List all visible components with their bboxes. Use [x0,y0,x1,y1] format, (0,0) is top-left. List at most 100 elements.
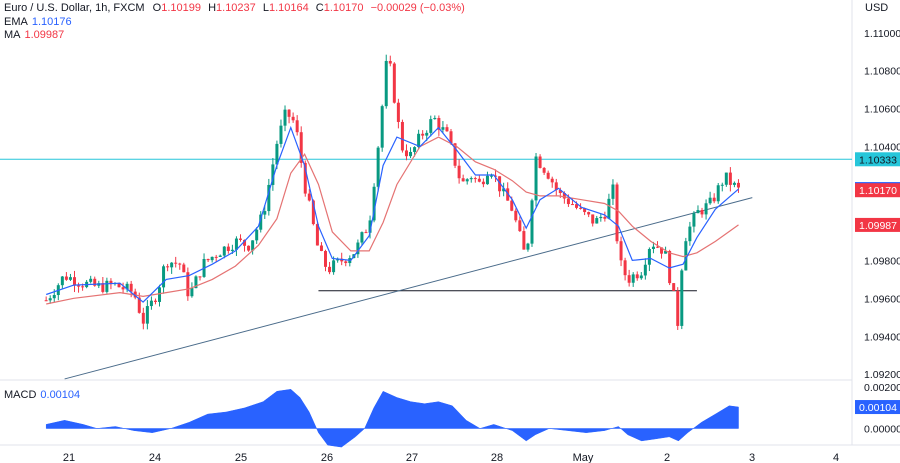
candle-down [404,150,408,157]
candle-up [162,266,166,288]
candle-down [481,181,485,185]
candle-down [174,262,178,264]
candle-down [558,190,562,193]
candle-down [324,250,328,267]
candle-up [607,198,611,219]
candle-down [660,247,664,254]
candle-down [514,210,518,221]
macd-label: MACD [4,389,37,401]
candle-down [477,178,481,182]
candle-up [647,249,651,265]
candle-up [275,143,279,165]
candle-up [469,178,473,180]
candle-up [384,60,388,107]
candle-up [611,184,615,199]
candle-up [465,179,469,182]
candle-up [639,275,643,279]
candle-down [226,246,230,251]
candle-up [234,238,238,250]
candle-down [388,60,392,64]
candle-up [271,164,275,185]
candle-up [376,147,380,187]
candle-down [72,277,76,286]
candle-down [93,278,97,286]
candle-up [485,175,489,185]
candle-up [425,132,429,136]
candle-down [461,178,465,182]
candle-down [712,197,716,202]
candle-down [44,300,48,302]
candle-down [672,283,676,291]
candle-down [575,204,579,208]
candle-up [194,276,198,289]
candle-down [238,238,242,240]
candle-down [137,297,141,313]
ema-label: EMA [4,16,28,28]
candle-down [77,285,81,287]
candle-up [688,226,692,242]
candle-down [538,156,542,168]
candle-down [566,198,570,205]
candle-up [732,182,736,185]
candle-down [587,212,591,215]
candle-up [409,151,413,157]
candle-down [498,176,502,192]
price-axis-label-text: 1.09987 [859,220,897,232]
time-tick-label: 25 [235,452,247,463]
candle-down [392,63,396,103]
price-axis-label [855,152,900,167]
candle-up [149,300,153,307]
candle-down [400,121,404,151]
candle-up [105,280,109,292]
candle-down [396,102,400,122]
time-tick-label: 27 [406,452,418,463]
macd-tick-label: 0.00000 [864,424,900,436]
symbol-title: Euro / U.S. Dollar, 1h, FXCM [4,2,145,14]
candle-down [117,283,121,288]
candle-down [554,182,558,191]
candle-down [178,263,182,265]
candle-down [109,280,113,285]
candle-up [255,229,259,241]
candle-up [279,125,283,144]
time-tick-label: 3 [749,452,755,463]
close-label: C [315,2,324,14]
candle-down [635,274,639,279]
candle-up [489,175,493,177]
time-tick-label: 4 [833,452,839,463]
candle-down [243,239,247,246]
candle-down [291,116,295,121]
time-tick-label: 21 [63,452,75,463]
candle-up [332,260,336,273]
time-tick-label: 24 [149,452,161,463]
candle-up [222,246,226,256]
ma-value: 1.09987 [24,29,65,41]
high-value: 1.10237 [216,2,256,14]
ema-legend: EMA 1.10176 [4,16,72,29]
candle-down [728,172,732,185]
candle-up [360,232,364,243]
trendline [64,197,753,380]
candle-down [328,266,332,273]
low-label: L [262,2,269,14]
ma-legend: MA 1.09987 [4,29,64,42]
candle-up [704,203,708,215]
macd-area [45,389,739,448]
candle-down [546,172,550,179]
candle-up [720,184,724,186]
candle-down [736,182,740,188]
candle-up [696,210,700,214]
candle-down [668,251,672,284]
price-tick-label: 1.09800 [864,255,900,267]
candle-down [619,241,623,261]
candle-down [615,184,619,242]
candle-up [210,256,214,261]
time-tick-label: 2 [664,452,670,463]
candle-down [141,312,145,324]
candle-up [283,109,287,126]
candle-up [259,214,263,230]
candle-down [303,162,307,194]
candle-up [68,277,72,280]
change-value: −0.00029 (−0.03%) [370,2,465,14]
